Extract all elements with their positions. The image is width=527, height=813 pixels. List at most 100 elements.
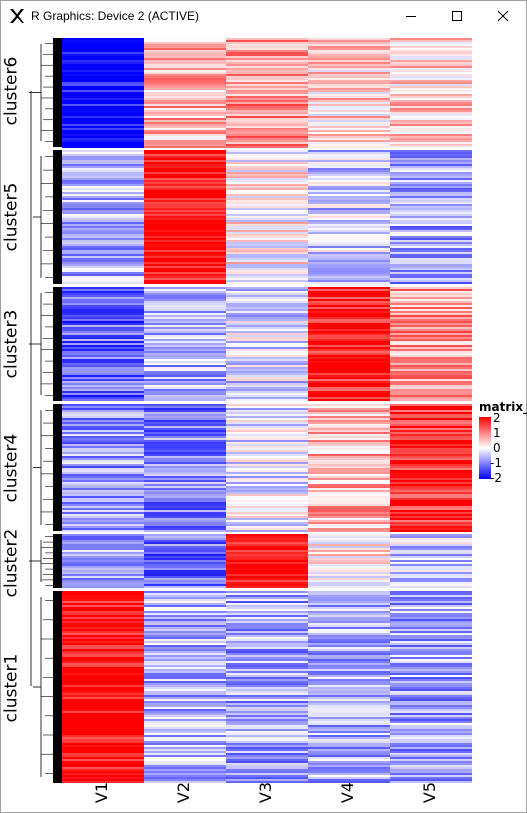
heatmap-cell [144, 699, 226, 701]
heatmap-cell [226, 422, 308, 424]
heatmap-cell [62, 631, 144, 633]
heatmap-cell [308, 198, 390, 200]
heatmap-cell [308, 116, 390, 118]
heatmap-cell [308, 488, 390, 490]
heatmap-cell [226, 54, 308, 56]
heatmap-cell [390, 291, 472, 293]
heatmap-cell [390, 456, 472, 458]
heatmap-cell [308, 721, 390, 723]
heatmap-cell [308, 200, 390, 202]
heatmap-cell [390, 605, 472, 607]
heatmap-cell [226, 570, 308, 572]
heatmap-cell [144, 512, 226, 514]
heatmap-cell [144, 546, 226, 548]
heatmap-cell [62, 266, 144, 268]
heatmap-cell [62, 289, 144, 291]
heatmap-cell [226, 765, 308, 767]
heatmap-cell [144, 248, 226, 250]
heatmap-cell [144, 725, 226, 727]
heatmap-cell [390, 558, 472, 560]
title-bar[interactable]: R Graphics: Device 2 (ACTIVE) [1, 1, 526, 31]
heatmap-cell [308, 625, 390, 627]
heatmap-cell [144, 641, 226, 643]
heatmap-cell [226, 383, 308, 385]
heatmap-cell [226, 490, 308, 492]
heatmap-cell [308, 192, 390, 194]
heatmap-cell [226, 248, 308, 250]
heatmap-cell [226, 641, 308, 643]
heatmap-cell [226, 274, 308, 276]
heatmap-cell [390, 667, 472, 669]
heatmap-cell [226, 92, 308, 94]
minimize-button[interactable] [388, 1, 434, 31]
heatmap-cell [308, 210, 390, 212]
heatmap-cell [308, 580, 390, 582]
maximize-button[interactable] [434, 1, 480, 31]
heatmap-cell [308, 530, 390, 532]
heatmap-cell [62, 210, 144, 212]
heatmap-cell [62, 311, 144, 313]
heatmap-cell [144, 727, 226, 729]
heatmap-cell [62, 422, 144, 424]
heatmap-cell [226, 264, 308, 266]
heatmap-cell [62, 689, 144, 691]
heatmap-cell [226, 773, 308, 775]
heatmap-cell [62, 50, 144, 52]
heatmap-cell [62, 448, 144, 450]
heatmap-cell [308, 76, 390, 78]
close-button[interactable] [480, 1, 526, 31]
heatmap-cell [226, 246, 308, 248]
heatmap-cell [390, 609, 472, 611]
heatmap-cell [308, 132, 390, 134]
heatmap-cell [308, 44, 390, 46]
heatmap-cell [144, 518, 226, 520]
row-annotation-bar [53, 150, 62, 284]
heatmap-cell [144, 132, 226, 134]
heatmap-cell [62, 639, 144, 641]
heatmap-cell [390, 84, 472, 86]
heatmap-cell [144, 773, 226, 775]
heatmap-cell [390, 743, 472, 745]
heatmap-cell [226, 546, 308, 548]
heatmap-cell [308, 335, 390, 337]
heatmap-cell [144, 633, 226, 635]
heatmap-cell [308, 631, 390, 633]
heatmap-cell [226, 522, 308, 524]
heatmap-cell [226, 132, 308, 134]
heatmap-cell [144, 164, 226, 166]
heatmap-cell [62, 655, 144, 657]
heatmap-cell [308, 510, 390, 512]
heatmap-cell [144, 631, 226, 633]
heatmap-cell [390, 452, 472, 454]
heatmap-cell [390, 387, 472, 389]
heatmap-cell [226, 611, 308, 613]
heatmap-cell [390, 262, 472, 264]
heatmap-cell [144, 395, 226, 397]
heatmap-cell [62, 627, 144, 629]
heatmap-cell [144, 56, 226, 58]
heatmap-cell [308, 769, 390, 771]
heatmap-cell [62, 536, 144, 538]
heatmap-cell [308, 468, 390, 470]
heatmap-cell [62, 150, 144, 152]
heatmap-cell [226, 220, 308, 222]
heatmap-cell [144, 713, 226, 715]
heatmap-cell [390, 246, 472, 248]
heatmap-cell [144, 381, 226, 383]
heatmap-cell [390, 341, 472, 343]
heatmap-cell [390, 554, 472, 556]
heatmap-cell [144, 498, 226, 500]
heatmap-cell [308, 508, 390, 510]
heatmap-cell [144, 166, 226, 168]
heatmap-cell [308, 164, 390, 166]
heatmap-cell [390, 767, 472, 769]
heatmap-cell [308, 761, 390, 763]
heatmap-cell [144, 440, 226, 442]
heatmap-cell [308, 695, 390, 697]
heatmap-cell [144, 264, 226, 266]
heatmap-cell [390, 544, 472, 546]
heatmap-cell [308, 118, 390, 120]
heatmap-cell [226, 397, 308, 399]
heatmap-cell [308, 361, 390, 363]
heatmap-cell [62, 353, 144, 355]
